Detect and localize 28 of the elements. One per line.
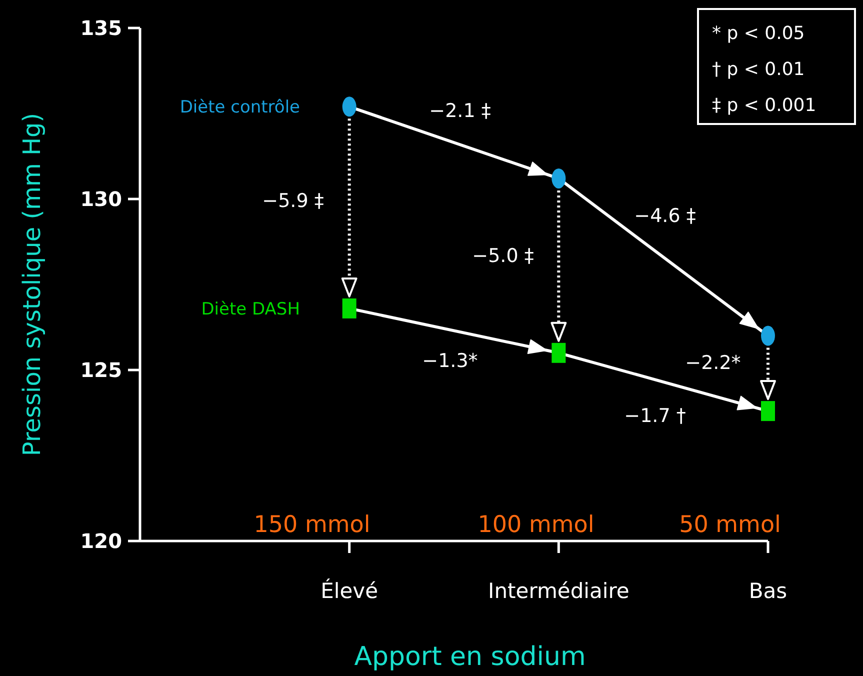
annotation: 50 mmol: [679, 512, 781, 538]
y-tick-label: 125: [80, 358, 122, 382]
y-tick-label: 120: [80, 529, 122, 553]
annotation: −2.1 ‡: [429, 100, 491, 122]
annotation: ‡ p < 0.001: [712, 95, 816, 116]
annotation: † p < 0.01: [712, 59, 805, 80]
annotation: −1.3*: [422, 350, 478, 372]
x-tick-label: Élevé: [320, 578, 378, 603]
y-tick-label: 130: [80, 187, 122, 211]
annotation: −5.9 ‡: [262, 190, 324, 212]
point: [552, 342, 566, 363]
point: [342, 96, 356, 117]
annotation: 150 mmol: [254, 512, 370, 538]
annotation: * p < 0.05: [712, 23, 805, 44]
x-tick-label: Bas: [748, 579, 788, 603]
annotation: −1.7 †: [624, 405, 686, 427]
x-axis-title: Apport en sodium: [354, 642, 586, 672]
y-tick-label: 135: [80, 16, 122, 40]
text: Diète DASH: [201, 299, 300, 320]
annotation: −2.2*: [685, 352, 741, 374]
point: [552, 168, 566, 188]
annotation: −4.6 ‡: [634, 205, 696, 227]
annotation: −5.0 ‡: [472, 245, 534, 267]
point: [342, 298, 356, 318]
annotation: 100 mmol: [478, 512, 594, 538]
y-axis-title: Pression systolique (mm Hg): [18, 112, 46, 456]
x-tick-label: Intermédiaire: [488, 579, 630, 603]
text: Diète contrôle: [180, 98, 300, 118]
